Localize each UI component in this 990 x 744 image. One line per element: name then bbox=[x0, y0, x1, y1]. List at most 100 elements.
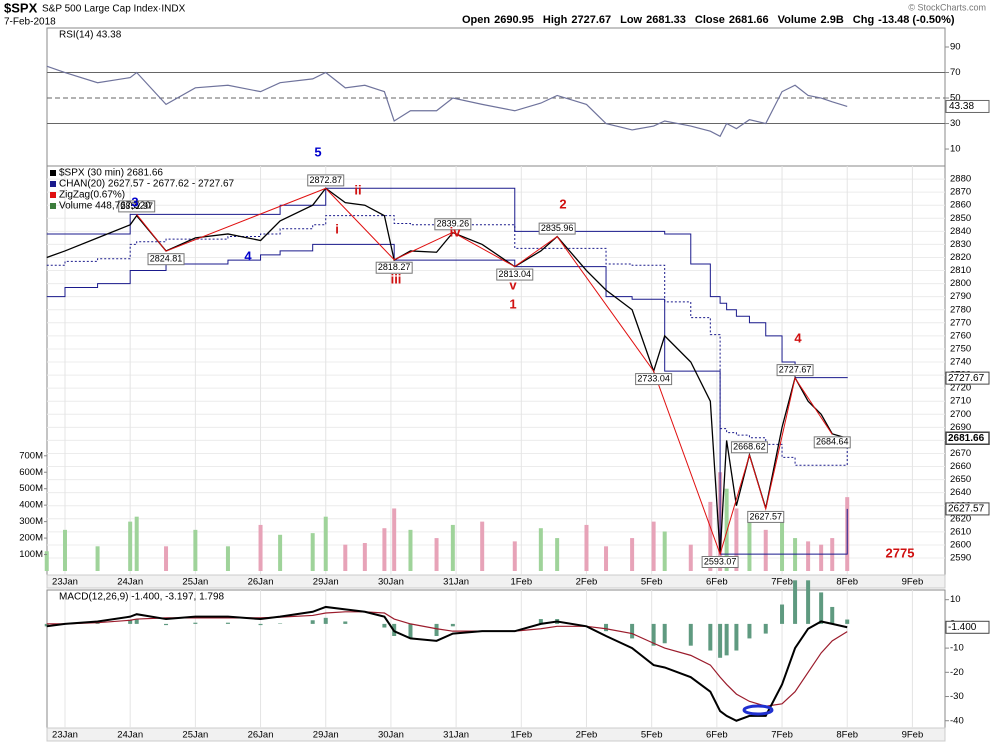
quote-label: Close bbox=[695, 14, 725, 26]
x-tick-label: 1Feb bbox=[510, 730, 532, 741]
last-label: 2627.57 bbox=[948, 504, 985, 515]
quote-label: Open bbox=[462, 14, 490, 26]
y-tick-label: 2780 bbox=[950, 304, 971, 315]
histogram-bar bbox=[258, 623, 263, 626]
wave-label: 2775 bbox=[886, 545, 915, 560]
volume-bar bbox=[819, 544, 824, 571]
legend-entry: ZigZag(0.67%) bbox=[59, 190, 125, 201]
y-tick-label: 2870 bbox=[950, 187, 971, 198]
x-tick-label: 29Jan bbox=[313, 577, 339, 588]
volume-bar bbox=[193, 529, 198, 571]
x-tick-label: 5Feb bbox=[641, 577, 663, 588]
quote-label: High bbox=[543, 14, 568, 26]
x-tick-label: 23Jan bbox=[52, 730, 78, 741]
swing-label: 2727.67 bbox=[779, 364, 812, 374]
histogram-bar bbox=[343, 621, 348, 624]
y-tick-label: 10 bbox=[950, 594, 961, 605]
quote-label: Chg bbox=[853, 14, 874, 26]
y-tick-label: 2650 bbox=[950, 474, 971, 485]
volume-bar bbox=[555, 538, 560, 571]
volume-bar bbox=[512, 541, 517, 571]
volume-bar bbox=[278, 534, 283, 571]
swing-label: 2733.04 bbox=[637, 373, 670, 383]
legend-entry: MACD(12,26,9) -1.400, -3.197, 1.798 bbox=[59, 592, 225, 603]
volume-bar bbox=[708, 501, 713, 571]
volume-bar bbox=[604, 546, 609, 571]
x-tick-label: 29Jan bbox=[313, 730, 339, 741]
swing-label-box bbox=[496, 268, 534, 281]
x-tick-label: 1Feb bbox=[510, 577, 532, 588]
swing-label-box bbox=[118, 200, 156, 213]
y-tick-label: 2660 bbox=[950, 461, 971, 472]
volume-bar bbox=[62, 529, 67, 571]
x-tick-label: 23Jan bbox=[52, 577, 78, 588]
histogram-bar bbox=[651, 623, 656, 646]
date-band bbox=[46, 727, 946, 742]
y-tick-label: 70 bbox=[950, 67, 961, 78]
legend-entry: CHAN(20) 2627.57 - 2677.62 - 2727.67 bbox=[59, 179, 235, 190]
panel-frame bbox=[46, 27, 946, 167]
volume-bar bbox=[434, 538, 439, 571]
wave-label: 4 bbox=[794, 330, 802, 345]
swing-label: 2813.04 bbox=[499, 269, 532, 279]
last-label-box bbox=[945, 502, 990, 516]
quote-value: 2.9B bbox=[821, 14, 844, 26]
y-tick-label: 2700 bbox=[950, 409, 971, 420]
y-tick-label: 2750 bbox=[950, 343, 971, 354]
x-tick-label: 25Jan bbox=[182, 730, 208, 741]
histogram-bar bbox=[662, 623, 667, 644]
histogram-bar bbox=[538, 619, 543, 624]
y-tick-label: 50 bbox=[950, 93, 961, 104]
wave-label: 1 bbox=[509, 296, 516, 311]
histogram-bar bbox=[434, 623, 439, 636]
volume-bar bbox=[95, 546, 100, 571]
y-tick-label: 10 bbox=[950, 144, 961, 155]
y-tick-label: 2850 bbox=[950, 213, 971, 224]
histogram-bar bbox=[734, 623, 739, 651]
histogram-bar bbox=[382, 623, 387, 628]
volume-bar bbox=[480, 521, 485, 571]
histogram-bar bbox=[408, 623, 413, 639]
histogram-bar bbox=[806, 580, 811, 624]
x-tick-label: 5Feb bbox=[641, 730, 663, 741]
y-tick-label: 2880 bbox=[950, 174, 971, 185]
wave-label: v bbox=[509, 277, 517, 292]
wave-label: ii bbox=[354, 182, 361, 197]
y-tick-label: 2860 bbox=[950, 200, 971, 211]
x-tick-label: 8Feb bbox=[836, 730, 858, 741]
x-tick-label: 2Feb bbox=[576, 730, 598, 741]
histogram-bar bbox=[225, 622, 230, 624]
panel-frame bbox=[46, 589, 946, 729]
histogram-bar bbox=[193, 622, 198, 624]
volume-tick-label: 300M bbox=[19, 516, 43, 527]
swing-label: 2872.87 bbox=[309, 175, 342, 185]
x-tick-label: 9Feb bbox=[902, 730, 924, 741]
volume-bar bbox=[662, 531, 667, 571]
quote-value: 2727.67 bbox=[571, 14, 611, 26]
volume-bar bbox=[258, 524, 263, 571]
y-tick-label: 2610 bbox=[950, 526, 971, 537]
histogram-bar bbox=[724, 623, 729, 656]
watermark: © StockCharts.com bbox=[908, 2, 986, 12]
swing-label: 2839.26 bbox=[437, 219, 470, 229]
histogram-bar bbox=[830, 606, 835, 624]
highlight-ellipse bbox=[742, 704, 774, 716]
x-tick-label: 7Feb bbox=[771, 577, 793, 588]
x-tick-label: 24Jan bbox=[117, 730, 143, 741]
last-label-box bbox=[945, 620, 990, 634]
swing-label-box bbox=[730, 441, 768, 454]
histogram-bar bbox=[310, 620, 315, 624]
volume-bar bbox=[44, 551, 49, 571]
swing-label-box bbox=[776, 364, 814, 377]
histogram-bar bbox=[164, 623, 169, 626]
x-tick-label: 31Jan bbox=[443, 577, 469, 588]
y-tick-label: 2760 bbox=[950, 330, 971, 341]
swing-label-box bbox=[747, 510, 785, 523]
quote-label: Volume bbox=[778, 14, 817, 26]
volume-bar bbox=[323, 516, 328, 571]
volume-bar bbox=[382, 528, 387, 571]
histogram-bar bbox=[44, 623, 49, 627]
x-tick-label: 9Feb bbox=[902, 577, 924, 588]
volume-bar bbox=[310, 533, 315, 571]
y-tick-label: 30 bbox=[950, 118, 961, 129]
